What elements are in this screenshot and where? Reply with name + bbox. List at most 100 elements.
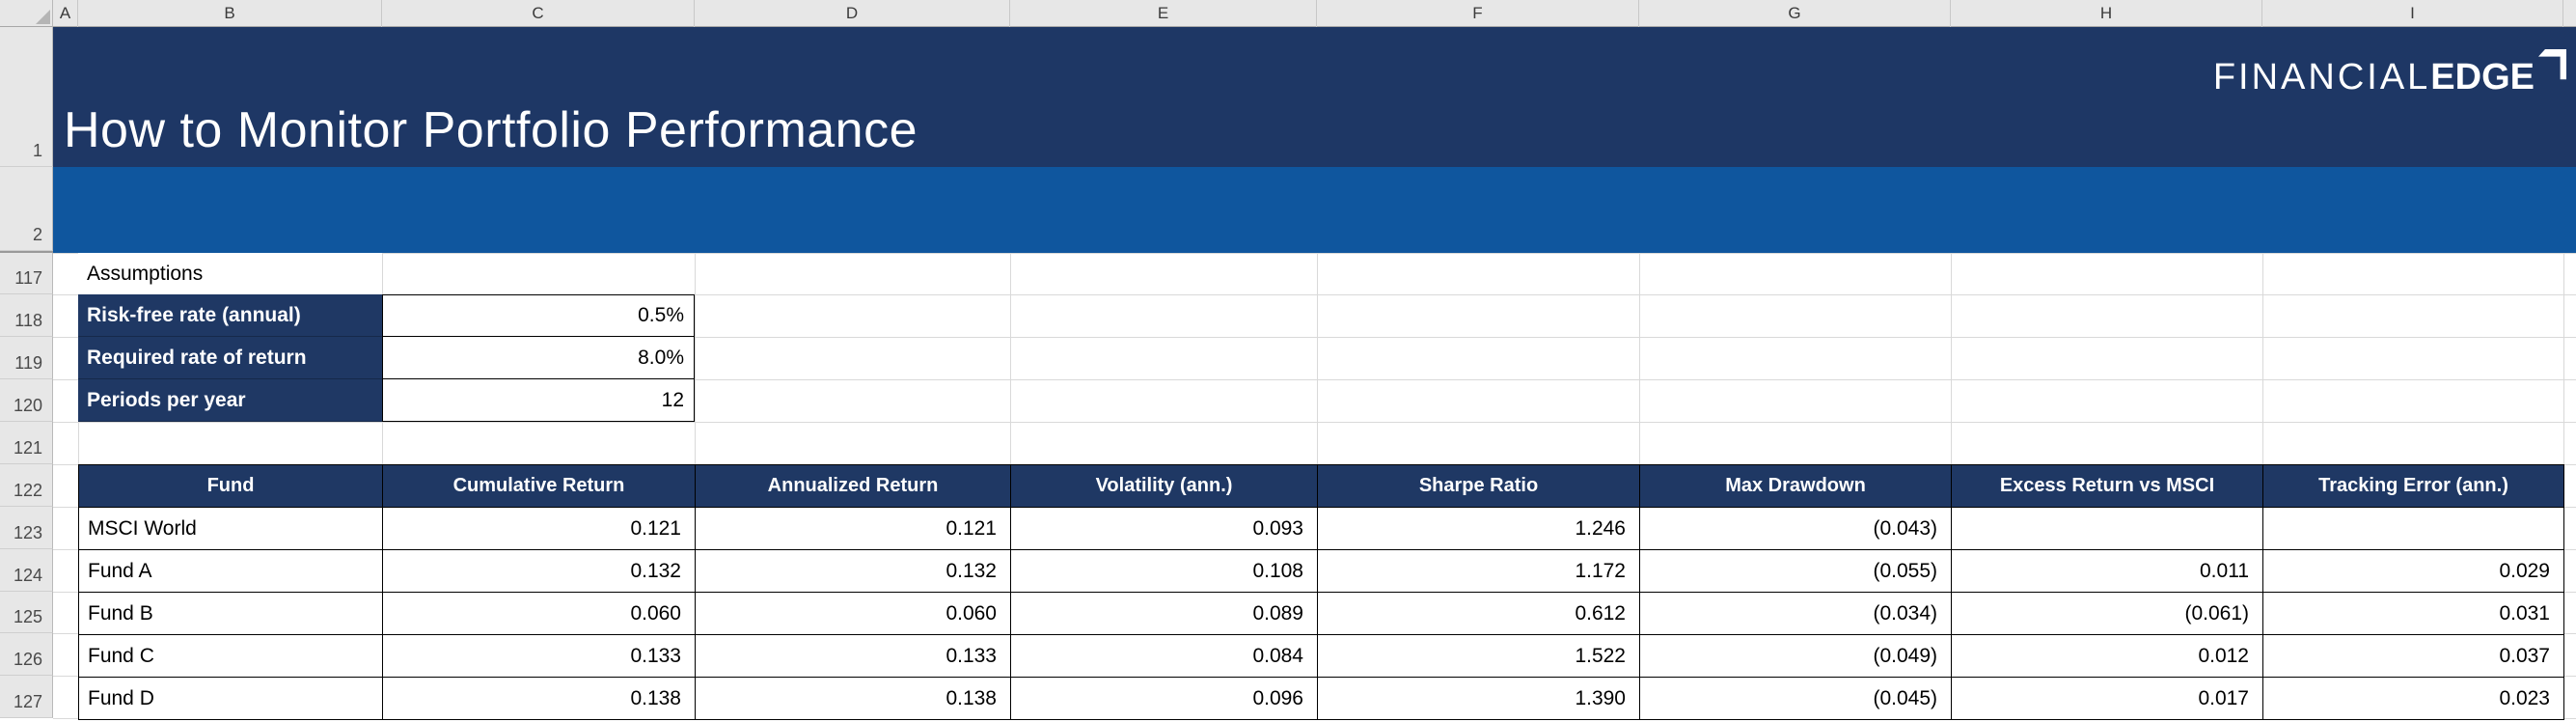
table-cell[interactable]: 0.612: [1318, 593, 1640, 635]
row-header-123[interactable]: 123: [0, 507, 53, 549]
table-cell[interactable]: 1.246: [1318, 508, 1640, 550]
assumption-label-risk-free-rate[interactable]: Risk-free rate (annual): [78, 294, 382, 337]
gridline-vertical: [2262, 253, 2263, 464]
table-cell[interactable]: 0.133: [383, 635, 696, 678]
assumption-value-risk-free-rate[interactable]: 0.5%: [382, 294, 695, 337]
table-cell[interactable]: 0.012: [1952, 635, 2263, 678]
table-cell[interactable]: 0.089: [1011, 593, 1318, 635]
row-header-121[interactable]: 121: [0, 422, 53, 464]
table-cell[interactable]: 0.121: [383, 508, 696, 550]
logo-text-financial: FINANCIAL: [2212, 57, 2431, 97]
table-header-excess-return[interactable]: Excess Return vs MSCI: [1952, 465, 2263, 508]
logo-text-edge: EDGE: [2430, 57, 2535, 97]
table-cell[interactable]: 0.037: [2263, 635, 2564, 678]
cell-fund-name[interactable]: Fund A: [79, 550, 383, 593]
table-header-annualized[interactable]: Annualized Return: [696, 465, 1011, 508]
performance-table: Fund Cumulative Return Annualized Return…: [78, 464, 2564, 720]
gridline-horizontal: [53, 379, 2576, 380]
row-header-118[interactable]: 118: [0, 294, 53, 337]
table-cell[interactable]: [2263, 508, 2564, 550]
financial-edge-logo: FINANCIAL EDGE: [2212, 49, 2566, 104]
table-cell[interactable]: 0.108: [1011, 550, 1318, 593]
column-header-j-sliver[interactable]: [2563, 0, 2576, 27]
table-header-volatility[interactable]: Volatility (ann.): [1011, 465, 1318, 508]
table-cell[interactable]: (0.045): [1640, 678, 1952, 720]
table-header-fund[interactable]: Fund: [79, 465, 383, 508]
assumption-label-periods-per-year[interactable]: Periods per year: [78, 379, 382, 422]
table-cell[interactable]: 0.138: [696, 678, 1011, 720]
row-header-120[interactable]: 120: [0, 379, 53, 422]
table-header-tracking-error[interactable]: Tracking Error (ann.): [2263, 465, 2564, 508]
row-header-124[interactable]: 124: [0, 549, 53, 592]
column-header-e[interactable]: E: [1010, 0, 1317, 27]
row-header-125[interactable]: 125: [0, 592, 53, 633]
assumption-value-periods-per-year[interactable]: 12: [382, 379, 695, 422]
assumption-label-required-return[interactable]: Required rate of return: [78, 337, 382, 379]
table-cell[interactable]: [1952, 508, 2263, 550]
table-cell[interactable]: 1.522: [1318, 635, 1640, 678]
assumptions-section-label[interactable]: Assumptions: [78, 253, 382, 294]
row-header-122[interactable]: 122: [0, 464, 53, 507]
assumption-value-required-return[interactable]: 8.0%: [382, 337, 695, 379]
gridline-vertical: [695, 253, 696, 464]
table-cell[interactable]: 0.138: [383, 678, 696, 720]
assumptions-block: Risk-free rate (annual) 0.5% Required ra…: [78, 294, 695, 422]
table-cell[interactable]: 1.172: [1318, 550, 1640, 593]
table-cell[interactable]: 0.132: [383, 550, 696, 593]
logo-corner-arrow-icon: [2538, 49, 2566, 80]
column-header-h[interactable]: H: [1951, 0, 2262, 27]
row-header-126[interactable]: 126: [0, 633, 53, 676]
gridline-vertical: [1951, 253, 1952, 464]
table-cell[interactable]: 0.121: [696, 508, 1011, 550]
assumption-row: Risk-free rate (annual) 0.5%: [78, 294, 695, 337]
page-title: How to Monitor Portfolio Performance: [64, 102, 918, 158]
row-header-2[interactable]: 2: [0, 167, 53, 251]
table-cell[interactable]: (0.034): [1640, 593, 1952, 635]
table-cell[interactable]: 0.084: [1011, 635, 1318, 678]
table-cell[interactable]: 0.060: [383, 593, 696, 635]
table-cell[interactable]: (0.049): [1640, 635, 1952, 678]
cell-fund-name[interactable]: MSCI World: [79, 508, 383, 550]
table-cell[interactable]: 0.133: [696, 635, 1011, 678]
gridline-vertical: [1010, 253, 1011, 464]
table-cell[interactable]: (0.043): [1640, 508, 1952, 550]
column-header-a[interactable]: A: [53, 0, 78, 27]
column-header-strip: A B C D E F G H I: [53, 0, 2576, 27]
row-header-1[interactable]: 1: [0, 27, 53, 167]
table-cell[interactable]: 0.096: [1011, 678, 1318, 720]
column-header-b[interactable]: B: [78, 0, 382, 27]
row-header-119[interactable]: 119: [0, 337, 53, 379]
table-cell[interactable]: 0.060: [696, 593, 1011, 635]
table-cell[interactable]: 0.093: [1011, 508, 1318, 550]
table-cell[interactable]: 0.132: [696, 550, 1011, 593]
cell-fund-name[interactable]: Fund B: [79, 593, 383, 635]
table-header-sharpe[interactable]: Sharpe Ratio: [1318, 465, 1640, 508]
column-header-f[interactable]: F: [1317, 0, 1639, 27]
table-cell[interactable]: 0.029: [2263, 550, 2564, 593]
select-all-corner[interactable]: [0, 0, 53, 27]
table-cell[interactable]: 1.390: [1318, 678, 1640, 720]
table-cell[interactable]: 0.011: [1952, 550, 2263, 593]
gridline-vertical: [1317, 253, 1318, 464]
row-header-117[interactable]: 117: [0, 253, 53, 294]
title-banner-cell[interactable]: How to Monitor Portfolio Performance FIN…: [53, 27, 2576, 167]
table-cell[interactable]: 0.017: [1952, 678, 2263, 720]
column-header-d[interactable]: D: [695, 0, 1010, 27]
table-cell[interactable]: 0.023: [2263, 678, 2564, 720]
row-header-127[interactable]: 127: [0, 676, 53, 718]
blue-band-cell[interactable]: [53, 167, 2576, 253]
gridline-horizontal: [53, 422, 2576, 423]
column-header-i[interactable]: I: [2262, 0, 2563, 27]
table-cell[interactable]: (0.055): [1640, 550, 1952, 593]
table-cell[interactable]: (0.061): [1952, 593, 2263, 635]
table-cell[interactable]: 0.031: [2263, 593, 2564, 635]
table-header-cumulative[interactable]: Cumulative Return: [383, 465, 696, 508]
sheet-area: How to Monitor Portfolio Performance FIN…: [53, 27, 2576, 722]
cell-fund-name[interactable]: Fund C: [79, 635, 383, 678]
column-header-g[interactable]: G: [1639, 0, 1951, 27]
column-header-c[interactable]: C: [382, 0, 695, 27]
select-all-triangle-icon: [36, 10, 50, 24]
table-header-max-drawdown[interactable]: Max Drawdown: [1640, 465, 1952, 508]
cell-fund-name[interactable]: Fund D: [79, 678, 383, 720]
